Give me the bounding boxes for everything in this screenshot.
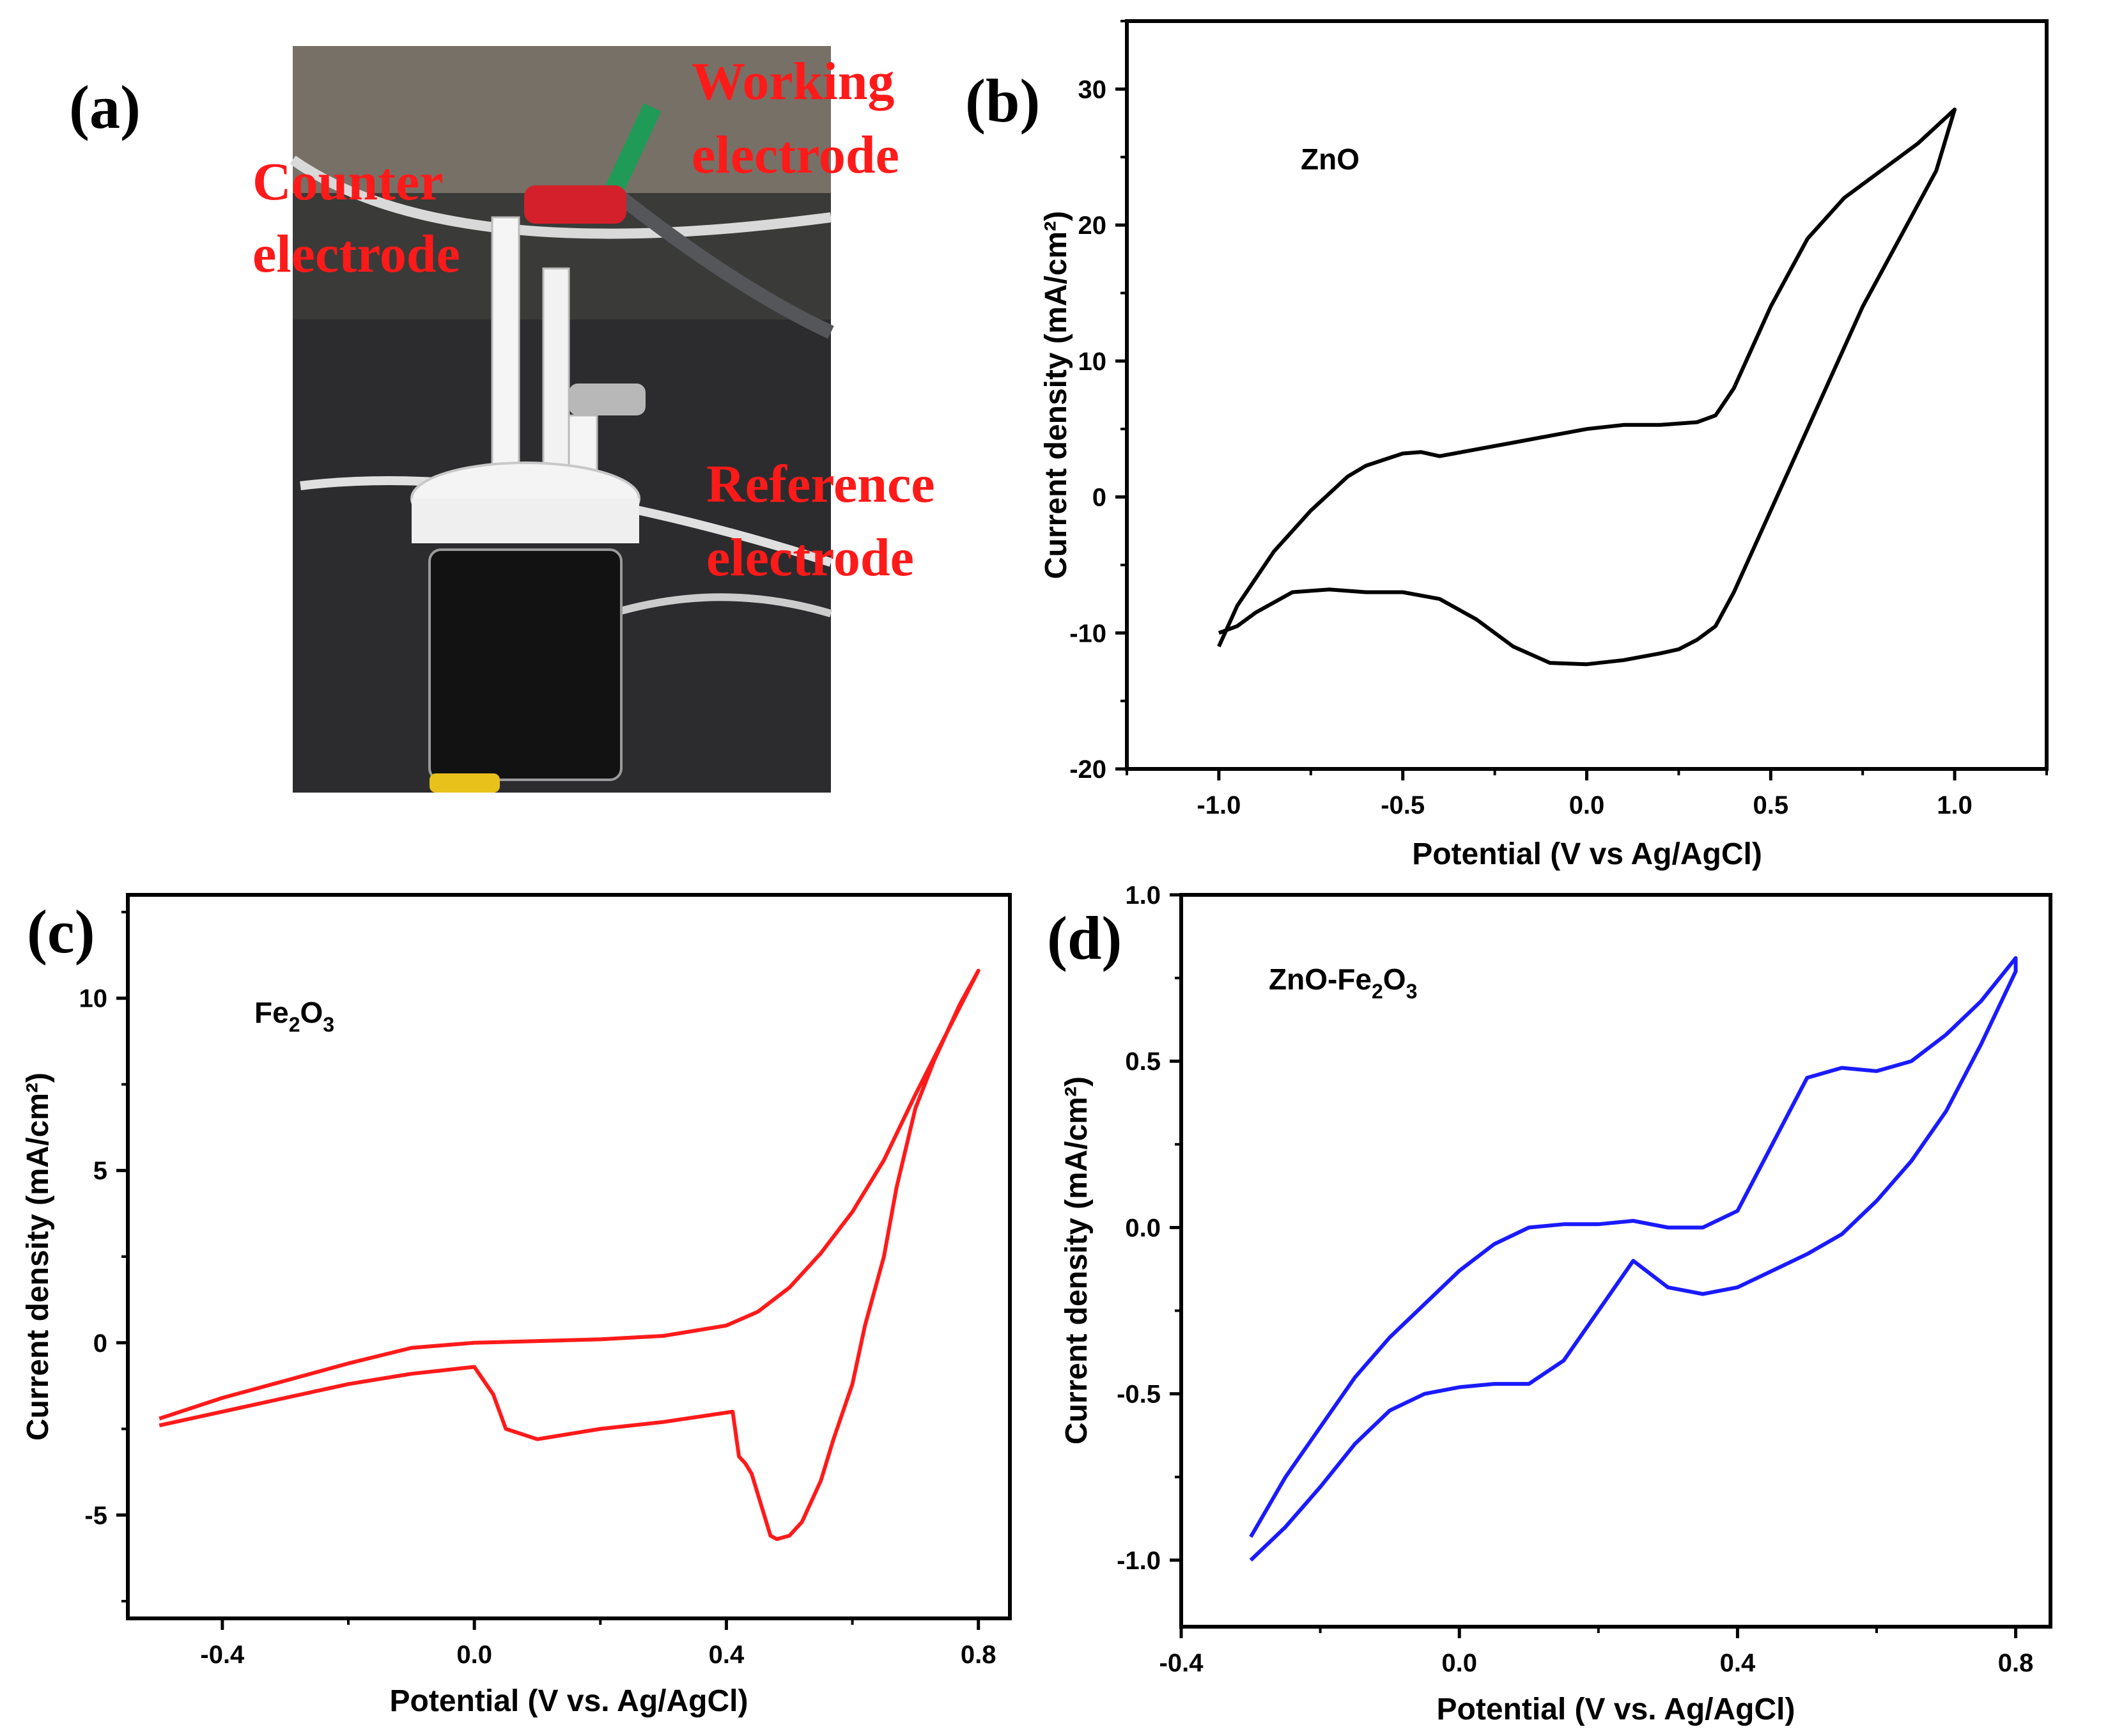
y-tick-label: 0.0 bbox=[1125, 1214, 1161, 1242]
chart-b-ticks bbox=[1115, 20, 2048, 780]
chart-b-series-zno-curve bbox=[1217, 107, 1957, 667]
y-tick-label: 0.5 bbox=[1125, 1048, 1161, 1076]
photo-counter-electrode-rod bbox=[491, 216, 520, 474]
chart-d-series-zno-fe2o3-curve bbox=[1249, 956, 2018, 1562]
chart-c-y-axis-label: Current density (mA/cm²) bbox=[21, 1073, 55, 1441]
y-tick-label: -20 bbox=[1069, 756, 1106, 784]
chart-d: (d) -0.4 0.0 0.4 0.8 -1.0 -0.5 0.0 0.5 1.0 ZnO-… bbox=[1047, 881, 2052, 1726]
chart-c-series-fe2o3-curve bbox=[159, 968, 980, 1541]
x-tick-label: 1.0 bbox=[1937, 791, 1972, 819]
y-tick-label: 20 bbox=[1078, 212, 1107, 240]
photo-label-counter-line1: Counter bbox=[252, 152, 444, 212]
chart-b-annotation: ZnO bbox=[1301, 143, 1360, 176]
photo-label-reference-line1: Reference bbox=[706, 454, 935, 514]
panel-a: (a) Counter electrode Working el bbox=[69, 46, 935, 793]
chart-c-ticks bbox=[116, 910, 980, 1630]
photo-lab-bench-top bbox=[293, 46, 831, 193]
photo-label-counter-line2: electrode bbox=[252, 224, 460, 284]
chart-c-x-tick-labels: -0.4 0.0 0.4 0.8 bbox=[200, 1641, 996, 1669]
x-tick-label: -0.4 bbox=[200, 1641, 245, 1669]
chart-d-ticks bbox=[1170, 893, 2018, 1638]
chart-d-annotation-subscript: 3 bbox=[1406, 980, 1418, 1003]
x-tick-label: 0.8 bbox=[961, 1641, 996, 1669]
y-tick-label: -1.0 bbox=[1117, 1547, 1161, 1575]
y-tick-label: 10 bbox=[1078, 348, 1107, 376]
chart-b-y-axis-label: Current density (mA/cm²) bbox=[1039, 211, 1073, 579]
x-tick-label: -0.5 bbox=[1381, 791, 1425, 819]
photo-working-electrode-rod bbox=[542, 267, 570, 474]
chart-c-x-axis-label: Potential (V vs. Ag/AgCl) bbox=[390, 1684, 748, 1718]
chart-d-plot-frame bbox=[1179, 893, 2052, 1629]
photo-yellow-clip bbox=[430, 773, 500, 793]
chart-c-annotation-subscript: 2 bbox=[289, 1013, 300, 1036]
photo-red-clip bbox=[524, 185, 626, 224]
chart-b-plot-frame bbox=[1125, 19, 2049, 771]
chart-c-annotation: Fe2O3 bbox=[254, 996, 334, 1036]
photo-label-counter: Counter electrode bbox=[252, 152, 460, 284]
photo-label-working-line1: Working bbox=[692, 52, 894, 111]
chart-c-annotation-subscript: 3 bbox=[323, 1013, 334, 1036]
photo-cable bbox=[609, 186, 834, 339]
panel-a-letter: (a) bbox=[69, 73, 141, 141]
photo-cell-lid-side bbox=[412, 499, 639, 543]
panel-d-letter: (d) bbox=[1047, 904, 1122, 972]
photo-label-reference: Reference electrode bbox=[706, 454, 935, 587]
x-tick-label: 0.4 bbox=[1720, 1649, 1756, 1677]
chart-b-x-tick-labels: -1.0 -0.5 0.0 0.5 1.0 bbox=[1197, 791, 1972, 819]
panel-b-letter: (b) bbox=[965, 66, 1040, 135]
electrochemical-cell-photo bbox=[290, 46, 834, 793]
chart-d-y-axis-label: Current density (mA/cm²) bbox=[1060, 1076, 1094, 1445]
x-tick-label: -0.4 bbox=[1159, 1649, 1204, 1677]
chart-c-annotation-part: O bbox=[300, 996, 323, 1029]
y-tick-label: 1.0 bbox=[1125, 881, 1161, 910]
x-tick-label: 0.0 bbox=[1569, 791, 1605, 819]
x-tick-label: 0.0 bbox=[1441, 1649, 1477, 1677]
photo-label-working: Working electrode bbox=[692, 52, 899, 185]
chart-d-y-tick-labels: -1.0 -0.5 0.0 0.5 1.0 bbox=[1117, 881, 1161, 1575]
chart-c-annotation-part: Fe bbox=[254, 996, 289, 1029]
chart-b-x-axis-label: Potential (V vs Ag/AgCl) bbox=[1412, 837, 1762, 871]
chart-c: (c) -0.4 0.0 0.4 0.8 -5 0 5 10 Fe2O3 Potential… bbox=[21, 893, 1012, 1718]
photo-label-reference-line2: electrode bbox=[706, 528, 914, 587]
y-tick-label: 10 bbox=[79, 985, 108, 1013]
x-tick-label: 0.8 bbox=[1998, 1649, 2034, 1677]
y-tick-label: -0.5 bbox=[1117, 1381, 1161, 1409]
chart-c-y-tick-labels: -5 0 5 10 bbox=[79, 985, 108, 1530]
chart-d-annotation-subscript: 2 bbox=[1372, 980, 1383, 1003]
y-tick-label: 5 bbox=[93, 1157, 107, 1185]
x-tick-label: 0.4 bbox=[709, 1641, 745, 1669]
x-tick-label: 0.0 bbox=[456, 1641, 492, 1669]
y-tick-label: 0 bbox=[1092, 484, 1106, 512]
y-tick-label: -10 bbox=[1069, 619, 1106, 647]
y-tick-label: 0 bbox=[93, 1329, 107, 1358]
chart-d-annotation-part: O bbox=[1383, 963, 1406, 996]
photo-beaker-solution bbox=[428, 548, 623, 781]
photo-green-clip bbox=[598, 103, 662, 210]
chart-d-x-tick-labels: -0.4 0.0 0.4 0.8 bbox=[1159, 1649, 2034, 1677]
chart-d-annotation: ZnO-Fe2O3 bbox=[1269, 963, 1417, 1003]
panel-c-letter: (c) bbox=[27, 897, 95, 966]
y-tick-label: 30 bbox=[1078, 75, 1107, 104]
x-tick-label: 0.5 bbox=[1753, 791, 1788, 819]
chart-d-x-axis-label: Potential (V vs. Ag/AgCl) bbox=[1437, 1693, 1795, 1726]
photo-silver-clip bbox=[569, 384, 646, 415]
x-tick-label: -1.0 bbox=[1197, 791, 1241, 819]
chart-b-y-tick-labels: -20 -10 0 10 20 30 bbox=[1069, 75, 1106, 784]
chart-d-annotation-part: ZnO-Fe bbox=[1269, 963, 1372, 996]
y-tick-label: -5 bbox=[84, 1501, 107, 1530]
photo-label-working-line2: electrode bbox=[692, 125, 899, 185]
